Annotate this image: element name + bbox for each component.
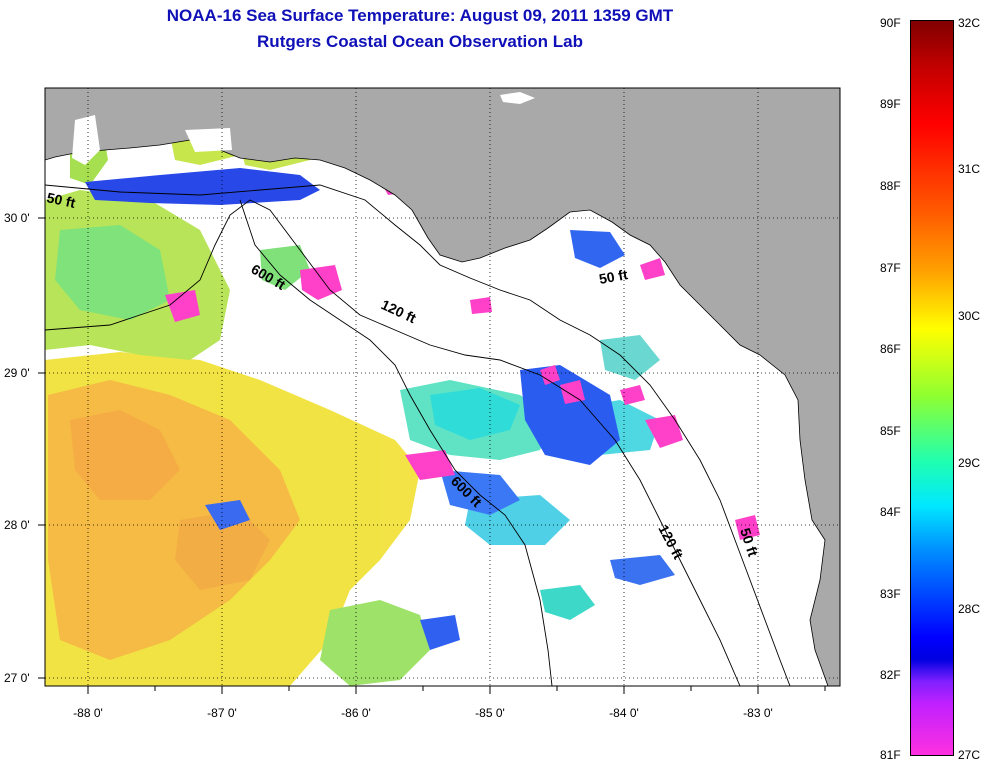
lon-label: -87 0' [207,706,237,720]
lat-label: 27 0' [4,671,30,685]
colorbar-f-label: 88F [880,179,901,193]
colorbar-f-label: 86F [880,342,901,356]
colorbar-c-label: 29C [958,456,981,470]
lat-label: 29 0' [4,366,30,380]
colorbar-f-label: 82F [880,668,901,682]
colorbar-f-label: 90F [880,16,901,30]
lon-label: -86 0' [341,706,371,720]
colorbar-f-label: 85F [880,424,901,438]
axis-ticks [38,217,826,694]
lon-label: -84 0' [609,706,639,720]
lon-label: -85 0' [475,706,505,720]
chart-title: NOAA-16 Sea Surface Temperature: August … [166,6,674,25]
colorbar-c-label: 32C [958,16,981,30]
colorbar-c-label: 30C [958,309,981,323]
lon-label: -88 0' [73,706,103,720]
lon-label: -83 0' [743,706,773,720]
colorbar-f-label: 81F [880,748,901,762]
contour-label: 50 ft [598,266,629,287]
sst-blue-patches [85,168,675,650]
inland-waters [72,92,535,165]
map-frame [44,87,841,687]
lat-lon-grid [45,88,840,686]
colorbar-f-label: 89F [880,97,901,111]
colorbar-c-label: 28C [958,602,981,616]
temperature-colorbar [910,20,954,756]
depth-contours [45,184,791,686]
lat-label: 30 0' [4,211,30,225]
colorbar-f-label: 87F [880,261,901,275]
colorbar-f-label: 84F [880,505,901,519]
lat-label: 28 0' [4,518,30,532]
chart-subtitle: Rutgers Coastal Ocean Observation Lab [257,32,583,51]
colorbar-f-label: 83F [880,587,901,601]
colorbar-c-label: 27C [958,748,981,762]
sst-magenta-patches [165,175,760,540]
contour-label: 50 ft [45,189,77,211]
colorbar-c-label: 31C [958,162,981,176]
